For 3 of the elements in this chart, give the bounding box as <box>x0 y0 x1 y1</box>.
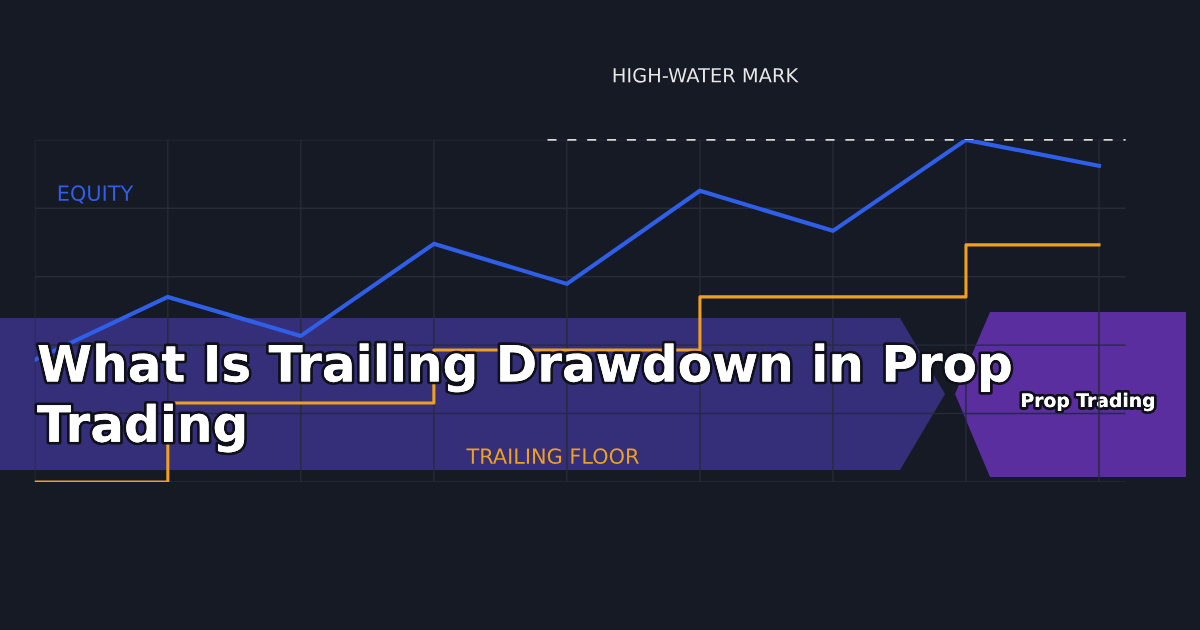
text: EQUITY <box>58 185 134 204</box>
ref-line-label: HIGH-WATER MARK <box>613 67 799 83</box>
annotation: Prop Trading <box>1022 392 1154 412</box>
